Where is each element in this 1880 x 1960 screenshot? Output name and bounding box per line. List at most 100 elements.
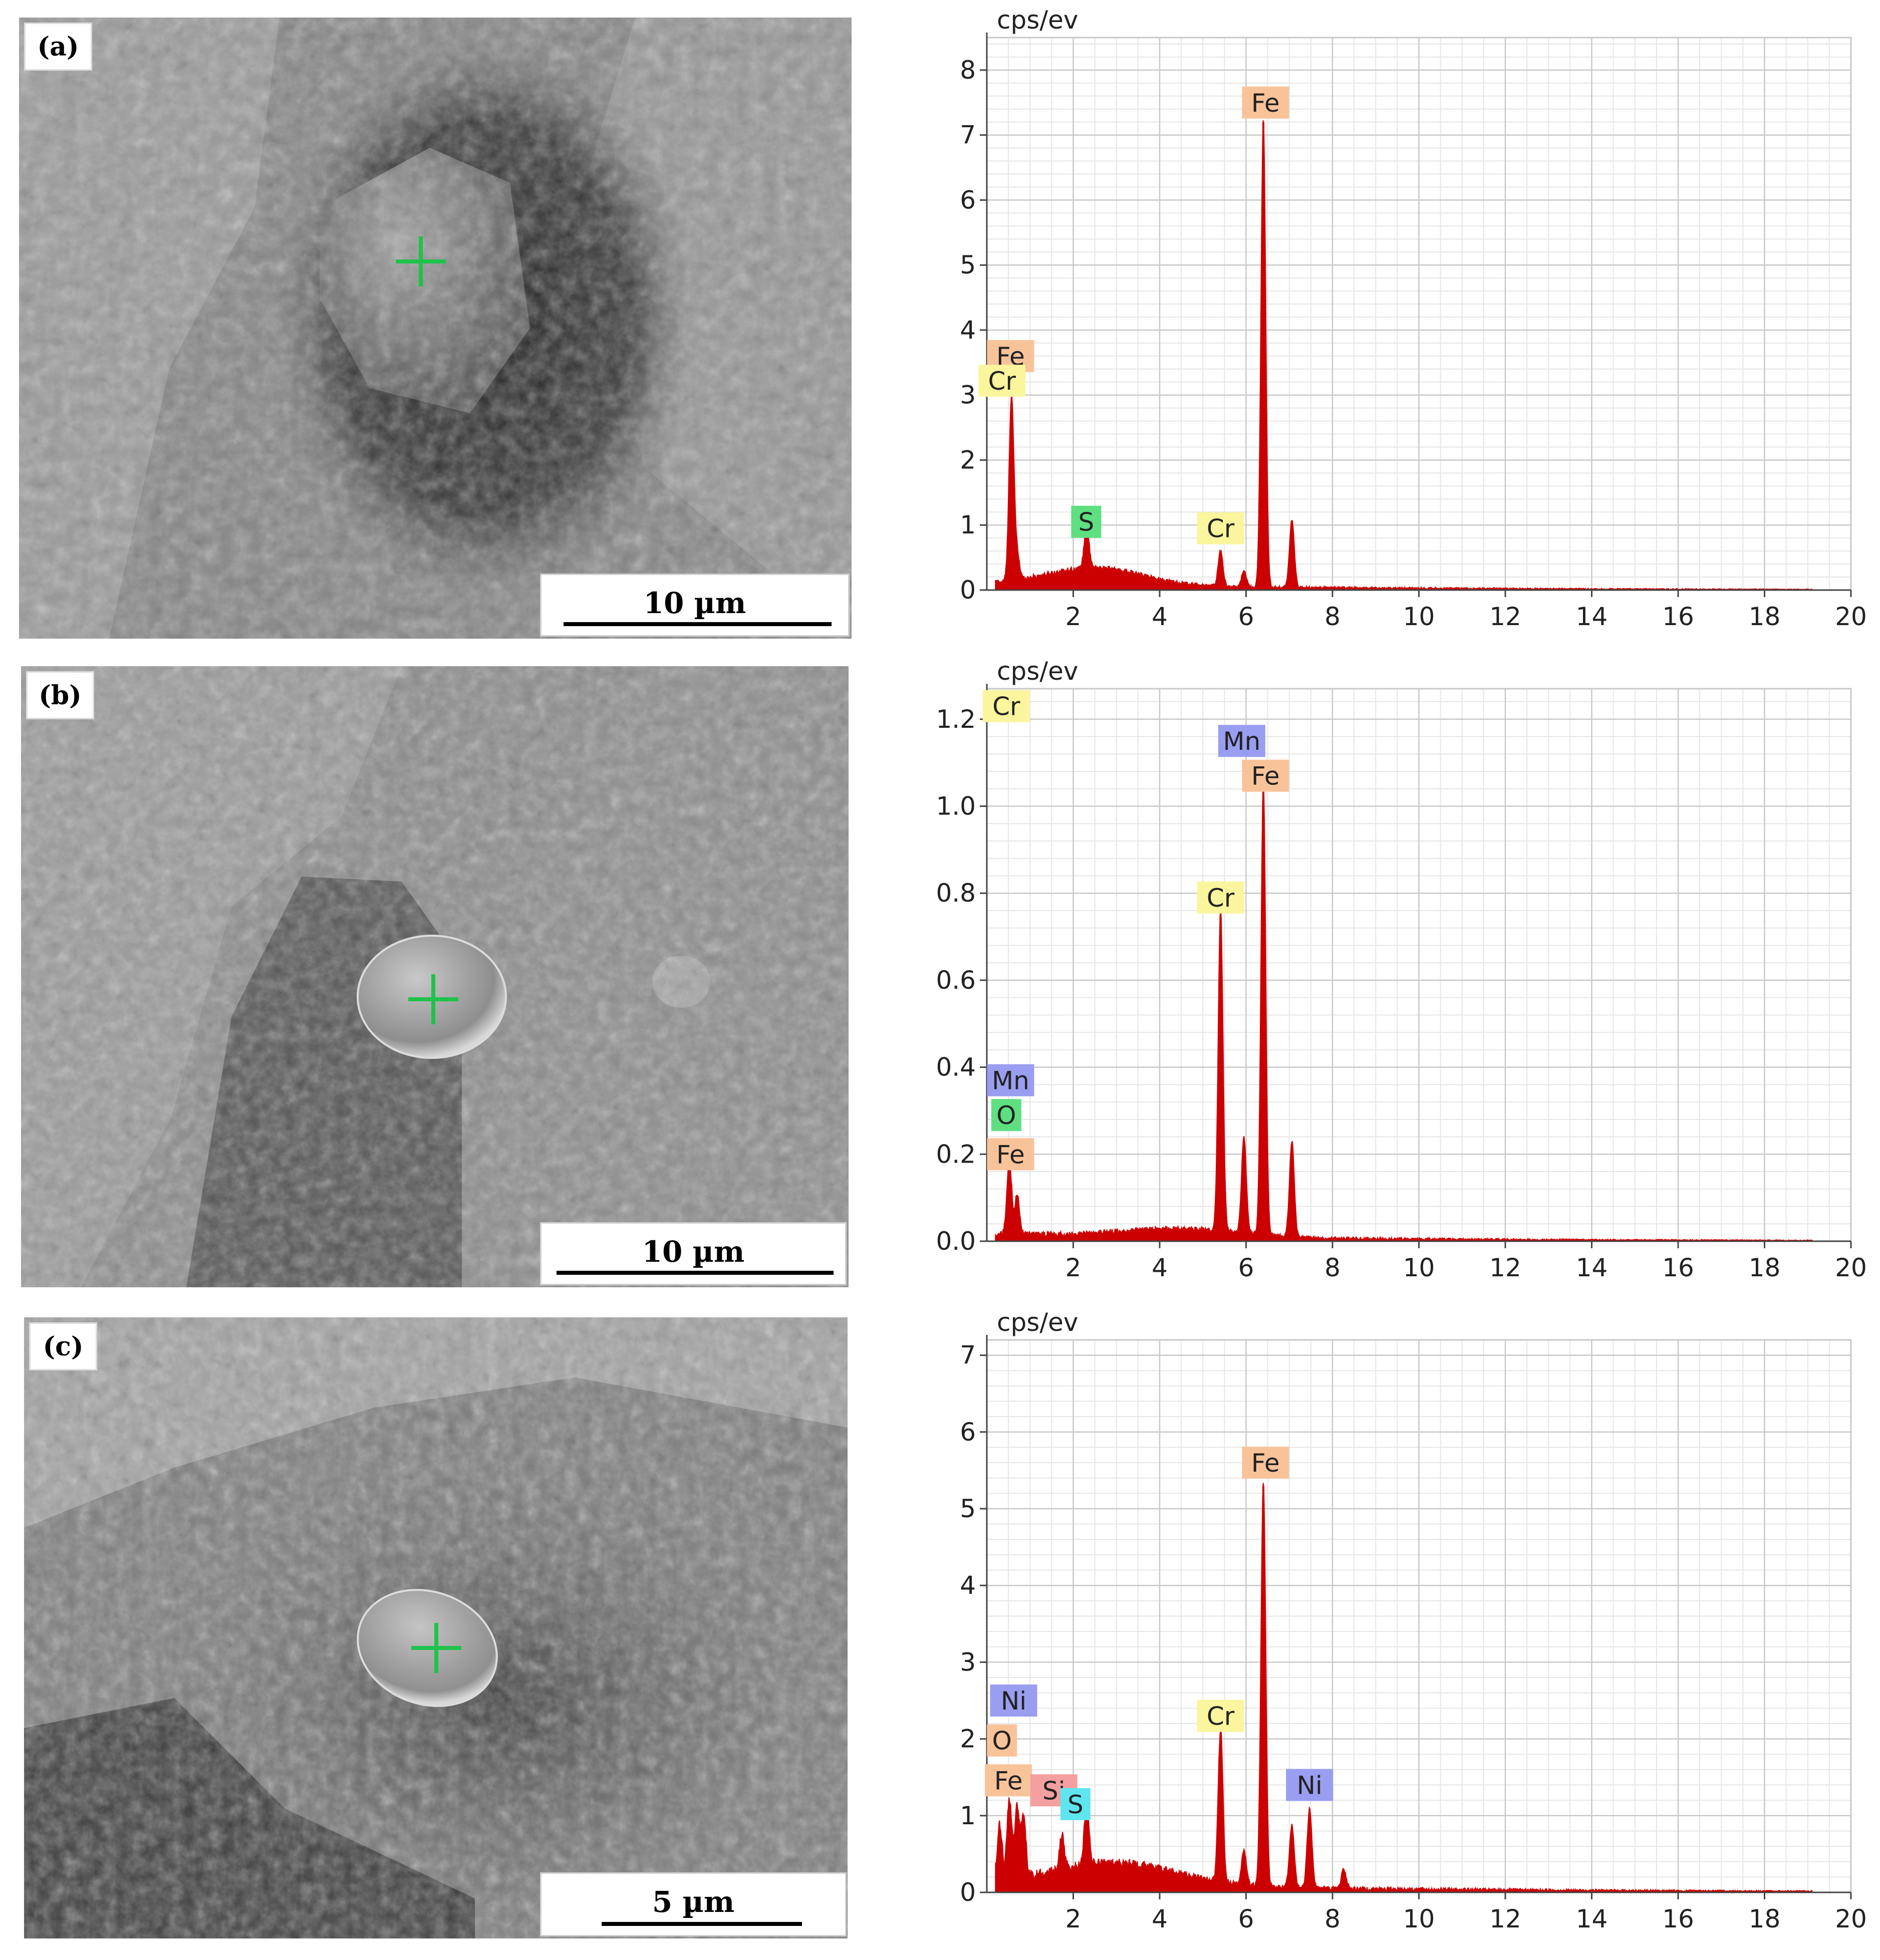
peak-markers	[998, 1486, 1345, 1892]
element-label-box	[1286, 1769, 1333, 1801]
element-label: O	[991, 1099, 1021, 1132]
x-tick-label: 6	[1238, 602, 1254, 631]
y-axis-unit-label: cps/ev	[997, 657, 1078, 686]
x-tick-label: 6	[1238, 1253, 1254, 1282]
sem-texture-a	[19, 18, 852, 639]
element-label: Cr	[1197, 512, 1244, 544]
scale-bar-b: 10 µm	[540, 1222, 847, 1285]
crosshair-icon	[411, 1623, 461, 1673]
element-label: Ni	[1286, 1769, 1333, 1801]
y-tick-label: 4	[960, 316, 976, 345]
element-label-text: Ni	[1297, 1771, 1322, 1800]
peak-markers	[1008, 788, 1293, 1241]
element-label-text: Cr	[1207, 884, 1235, 913]
y-tick-label: 6	[960, 1418, 976, 1447]
element-label-text: Cr	[1207, 1702, 1235, 1731]
element-label-box	[1197, 881, 1244, 914]
element-label-box	[978, 365, 1026, 397]
y-tick-label: 4	[960, 1571, 976, 1600]
scale-bar-text-c: 5 µm	[652, 1885, 735, 1919]
element-label-text: Cr	[992, 692, 1020, 721]
x-tick-label: 16	[1662, 602, 1694, 631]
y-tick-label: 3	[960, 1647, 976, 1676]
y-tick-label: 0	[960, 576, 976, 605]
spectrum-area	[995, 120, 1813, 591]
element-label: Mn	[987, 1064, 1034, 1096]
element-label: S	[1071, 505, 1102, 538]
element-label: Fe	[987, 1138, 1034, 1171]
scale-bar-text-b: 10 µm	[642, 1235, 745, 1269]
panel-label-c: (c)	[29, 1322, 97, 1370]
element-label-box	[1060, 1788, 1091, 1820]
x-tick-label: 4	[1152, 602, 1168, 631]
element-label-text: Fe	[994, 1766, 1023, 1795]
eds-spectrum-b: 2 4 6 8 10 12 14 16 18 20 0.0 0.2 0.4 0.6 0.8 1.0 1.2 cps…	[912, 651, 1880, 1297]
scale-bar-line-c	[602, 1922, 802, 1926]
x-tick-label: 12	[1489, 1904, 1521, 1933]
sem-image-c: (c) 5 µm	[24, 1317, 848, 1938]
y-tick-label: 1	[960, 510, 976, 539]
y-tick-label: 0.4	[936, 1053, 976, 1082]
element-label-text: Fe	[1251, 1449, 1280, 1478]
x-tick-label: 2	[1065, 1253, 1082, 1282]
element-label: Fe	[1242, 86, 1289, 119]
element-label-box	[1218, 725, 1265, 757]
element-label: S	[1060, 1788, 1091, 1820]
element-label-box	[985, 1764, 1032, 1797]
y-tick-label: 1.0	[936, 791, 976, 820]
y-tick-label: 0.8	[936, 879, 976, 908]
y-tick-label: 7	[960, 121, 976, 150]
element-label: Mn	[1218, 725, 1265, 757]
x-tick-label: 10	[1403, 1253, 1435, 1282]
x-tick-label: 6	[1238, 1904, 1254, 1933]
element-label-text: O	[992, 1727, 1012, 1756]
scale-bar-c: 5 µm	[540, 1872, 847, 1936]
element-label-text: Fe	[1251, 89, 1280, 118]
x-tick-label: 16	[1662, 1253, 1694, 1282]
x-tick-label: 14	[1576, 1253, 1608, 1282]
element-label-text: S	[1079, 508, 1095, 537]
eds-spectrum-svg-b: 2 4 6 8 10 12 14 16 18 20 0.0 0.2 0.4 0.6 0.8 1.0 1.2 cps…	[936, 657, 1867, 1282]
sem-image-a: (a) 10 µm	[19, 18, 852, 639]
element-label-box	[1197, 512, 1244, 544]
y-tick-label: 3	[960, 381, 976, 410]
element-label-box	[991, 1099, 1021, 1132]
element-label-box	[1242, 1447, 1289, 1479]
x-tick-label: 8	[1324, 1253, 1340, 1282]
x-tick-label: 20	[1835, 602, 1867, 631]
element-label: Fe	[1242, 759, 1289, 792]
element-label-box	[987, 1138, 1034, 1171]
sem-image-b: (b) 10 µm	[21, 666, 849, 1287]
y-tick-label: 7	[960, 1341, 976, 1370]
x-tick-label: 8	[1324, 1904, 1340, 1933]
x-tick-label: 16	[1662, 1904, 1694, 1933]
element-label-text: Fe	[1251, 762, 1280, 791]
element-label: Fe	[1242, 1447, 1289, 1479]
y-tick-label: 5	[960, 1494, 976, 1523]
element-label: Fe	[985, 1764, 1032, 1797]
element-label-text: Cr	[1207, 514, 1235, 543]
element-label-text: Mn	[1223, 727, 1260, 756]
element-label-box	[1197, 1700, 1244, 1732]
element-label-text: Ni	[1001, 1687, 1026, 1716]
spectrum-area	[995, 782, 1813, 1242]
y-tick-label: 0.0	[936, 1227, 976, 1256]
x-tick-label: 20	[1835, 1253, 1867, 1282]
crosshair-icon	[396, 236, 446, 287]
element-label: Ni	[990, 1685, 1037, 1717]
y-tick-label: 6	[960, 185, 976, 214]
x-tick-label: 8	[1324, 602, 1340, 631]
y-tick-label: 8	[960, 56, 976, 85]
element-label-box	[987, 1724, 1017, 1757]
scale-bar-line-a	[564, 622, 832, 626]
y-tick-label: 0	[960, 1878, 976, 1907]
spectrum-area	[995, 1483, 1813, 1893]
x-tick-label: 4	[1152, 1904, 1168, 1933]
element-label: Cr	[982, 690, 1030, 722]
element-label: Cr	[978, 365, 1026, 397]
x-tick-label: 12	[1489, 1253, 1521, 1282]
eds-spectrum-c: 2 4 6 8 10 12 14 16 18 20 0 1 2 3 4 5 6 7 cps/ev Ni O Fe Si S Cr…	[912, 1302, 1880, 1953]
x-tick-label: 18	[1749, 1253, 1781, 1282]
x-tick-label: 2	[1065, 1904, 1082, 1933]
